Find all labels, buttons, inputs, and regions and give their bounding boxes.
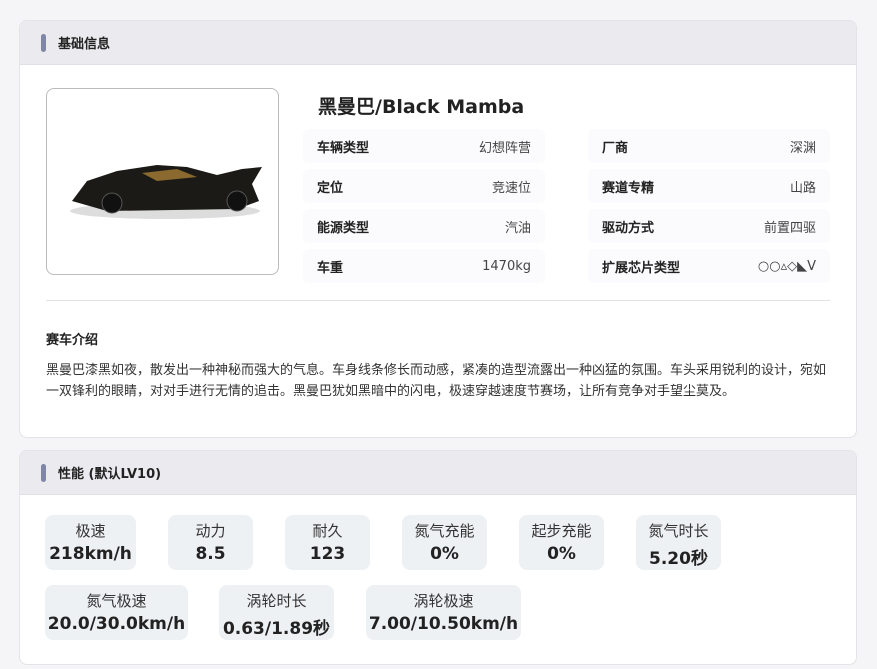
accent-bar <box>41 33 46 52</box>
stat-box: 氮气充能 0% <box>402 515 487 570</box>
attr-row: 驱动方式 前置四驱 <box>588 209 830 243</box>
stat-box: 涡轮时长 0.63/1.89秒 <box>219 585 334 640</box>
attr-value: 竞速位 <box>491 180 531 196</box>
stat-value: 0% <box>430 544 459 564</box>
section-title: 基础信息 <box>58 37 111 52</box>
attr-value: 山路 <box>789 180 816 196</box>
stat-value: 5.20秒 <box>649 549 708 569</box>
attr-row: 扩展芯片类型 ○○▵◇◣V <box>588 249 830 283</box>
section-title: 性能 (默认LV10) <box>58 467 162 482</box>
attr-row: 厂商 深渊 <box>588 129 830 163</box>
attr-key: 扩展芯片类型 <box>602 260 681 276</box>
attr-value: 前置四驱 <box>763 220 816 236</box>
car-image <box>46 88 279 275</box>
attr-key: 驱动方式 <box>602 220 655 236</box>
attr-row: 车重 1470kg <box>303 249 545 283</box>
attr-key: 赛道专精 <box>602 180 655 196</box>
section-header: 性能 (默认LV10) <box>20 451 856 495</box>
stat-box: 起步充能 0% <box>519 515 604 570</box>
attr-key: 厂商 <box>602 140 629 156</box>
stat-value: 7.00/10.50km/h <box>368 614 519 634</box>
divider <box>46 300 830 301</box>
stat-label: 极速 <box>75 522 106 540</box>
stat-box: 涡轮极速 7.00/10.50km/h <box>366 585 521 640</box>
attr-value: 深渊 <box>789 140 816 156</box>
accent-bar <box>41 463 46 482</box>
section-header: 基础信息 <box>20 21 856 65</box>
attr-value: 1470kg <box>482 258 531 274</box>
attr-value: 汽油 <box>504 220 531 236</box>
stat-box: 极速 218km/h <box>45 515 136 570</box>
stat-value: 8.5 <box>195 544 226 564</box>
stat-label: 氮气充能 <box>414 522 475 540</box>
car-name: 黑曼巴/Black Mamba <box>318 96 525 118</box>
stat-label: 起步充能 <box>531 522 592 540</box>
stat-label: 耐久 <box>312 522 343 540</box>
stat-box: 氮气极速 20.0/30.0km/h <box>45 585 188 640</box>
attr-row: 赛道专精 山路 <box>588 169 830 203</box>
stat-box: 耐久 123 <box>285 515 370 570</box>
stat-value: 0.63/1.89秒 <box>222 619 331 639</box>
stat-value: 218km/h <box>49 544 132 564</box>
attr-key: 车辆类型 <box>317 140 370 156</box>
stat-label: 动力 <box>195 522 226 540</box>
basic-info-card: 基础信息 黑曼巴/Black Mamba 车辆类型 幻想阵营 厂商 深渊定位 竞速位 赛道… <box>19 20 857 438</box>
stat-box: 动力 8.5 <box>168 515 253 570</box>
attr-key: 定位 <box>317 180 344 196</box>
attr-row: 车辆类型 幻想阵营 <box>303 129 545 163</box>
stat-label: 氮气时长 <box>648 522 709 540</box>
intro-text: 黑曼巴漆黑如夜，散发出一种神秘而强大的气息。车身线条修长而动感，紧凑的造型流露出… <box>46 363 827 399</box>
stat-label: 涡轮极速 <box>413 592 474 610</box>
intro-title: 赛车介绍 <box>46 333 99 348</box>
stat-value: 123 <box>309 544 346 564</box>
attr-key: 车重 <box>317 260 344 276</box>
performance-card: 性能 (默认LV10) 极速 218km/h 动力 8.5 耐久 123 氮气充能 0% 起步充… <box>19 450 857 665</box>
stat-label: 涡轮时长 <box>246 592 307 610</box>
stat-box: 氮气时长 5.20秒 <box>636 515 721 570</box>
stat-value: 0% <box>547 544 576 564</box>
attr-row: 能源类型 汽油 <box>303 209 545 243</box>
stat-value: 20.0/30.0km/h <box>47 614 186 634</box>
attr-key: 能源类型 <box>317 220 370 236</box>
attr-row: 定位 竞速位 <box>303 169 545 203</box>
attr-value: ○○▵◇◣V <box>757 258 816 274</box>
attr-value: 幻想阵营 <box>478 140 531 156</box>
stat-label: 氮气极速 <box>86 592 147 610</box>
